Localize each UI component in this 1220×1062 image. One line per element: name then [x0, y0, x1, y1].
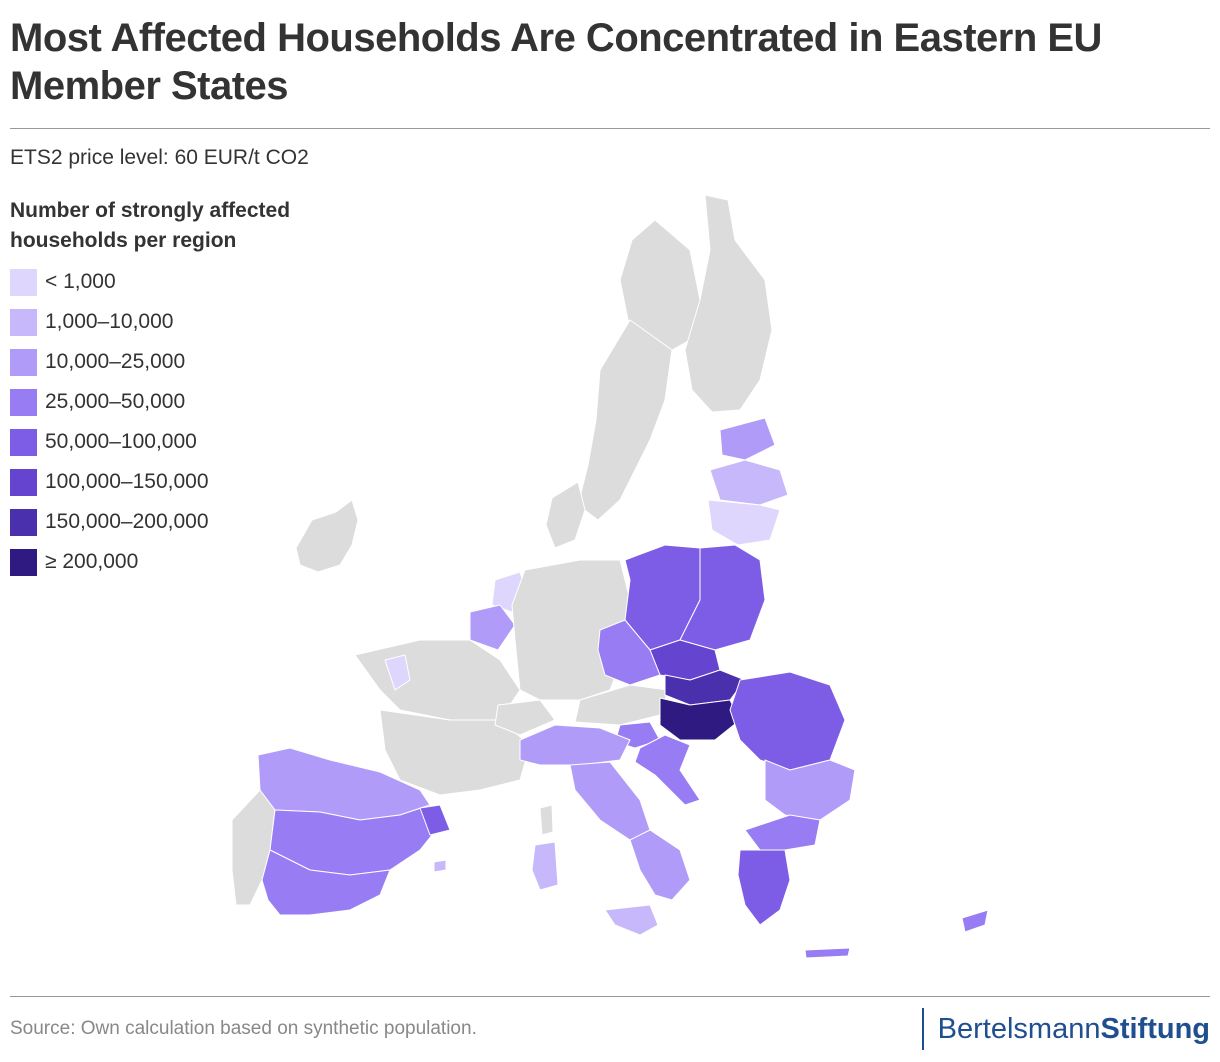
footer-divider	[10, 996, 1210, 997]
legend-swatch	[10, 508, 37, 536]
region-italy-south	[629, 829, 691, 901]
region-corsica	[539, 804, 554, 836]
region-cyprus	[961, 909, 989, 933]
region-switzerland	[494, 699, 556, 736]
region-brittany	[384, 654, 411, 691]
region-finland	[684, 194, 773, 413]
region-sardinia	[531, 841, 559, 891]
legend-swatch	[10, 468, 37, 496]
map-regions	[231, 194, 989, 959]
legend-swatch	[10, 348, 37, 376]
legend-label: < 1,000	[45, 270, 116, 293]
region-spain-south	[261, 849, 391, 916]
legend-label: 1,000–10,000	[45, 310, 174, 333]
region-belgium	[469, 604, 516, 651]
legend-swatch	[10, 308, 37, 336]
region-crete	[804, 947, 851, 959]
region-balearic	[433, 859, 447, 873]
brand-bold: Stiftung	[1100, 1012, 1210, 1045]
region-greece-north	[744, 814, 821, 851]
region-catalonia	[419, 804, 451, 836]
legend-label: 150,000–200,000	[45, 510, 209, 533]
region-italy-north	[519, 724, 631, 766]
legend-label: 25,000–50,000	[45, 390, 186, 413]
region-sweden-south	[577, 319, 673, 521]
chart-title: Most Affected Households Are Concentrate…	[10, 16, 1102, 108]
bertelsmann-stiftung-logo: Bertelsmann Stiftung	[921, 1008, 1210, 1050]
region-france-north	[354, 639, 521, 721]
europe-map	[231, 194, 989, 959]
region-greece-south	[737, 849, 791, 926]
legend-swatch	[10, 428, 37, 456]
legend-item: < 1,000	[10, 262, 340, 302]
region-denmark	[545, 481, 586, 549]
legend-label: 100,000–150,000	[45, 470, 209, 493]
region-romania	[729, 671, 846, 771]
region-poland-east	[679, 544, 766, 651]
region-france-south	[379, 709, 531, 796]
brand-regular: Bertelsmann	[937, 1012, 1101, 1045]
region-hungary	[659, 697, 741, 741]
legend-label: 50,000–100,000	[45, 430, 197, 453]
legend-item: 50,000–100,000	[10, 422, 340, 462]
region-bulgaria	[764, 759, 856, 821]
region-croatia	[634, 734, 701, 806]
chart-subtitle: ETS2 price level: 60 EUR/t CO2	[10, 146, 309, 169]
region-lithuania	[707, 499, 781, 546]
region-estonia	[719, 417, 776, 461]
source-note: Source: Own calculation based on synthet…	[10, 1018, 477, 1039]
legend-item: 10,000–25,000	[10, 342, 340, 382]
legend-item: 25,000–50,000	[10, 382, 340, 422]
region-sicily	[604, 904, 659, 936]
legend-title: Number of strongly affected households p…	[10, 199, 291, 252]
legend: Number of strongly affected households p…	[10, 196, 340, 582]
legend-item: 1,000–10,000	[10, 302, 340, 342]
region-ireland	[295, 499, 359, 573]
region-czechia	[597, 619, 661, 686]
legend-swatch	[10, 548, 37, 576]
region-italy-central	[569, 761, 651, 841]
legend-label: 10,000–25,000	[45, 350, 186, 373]
legend-label: ≥ 200,000	[45, 550, 139, 573]
legend-swatch	[10, 388, 37, 416]
legend-item: 100,000–150,000	[10, 462, 340, 502]
title-divider	[10, 128, 1210, 129]
legend-rows: < 1,000 1,000–10,000 10,000–25,000 25,000–5…	[10, 262, 340, 582]
legend-item: 150,000–200,000	[10, 502, 340, 542]
legend-item: ≥ 200,000	[10, 542, 340, 582]
legend-swatch	[10, 268, 37, 296]
region-latvia	[709, 459, 789, 506]
